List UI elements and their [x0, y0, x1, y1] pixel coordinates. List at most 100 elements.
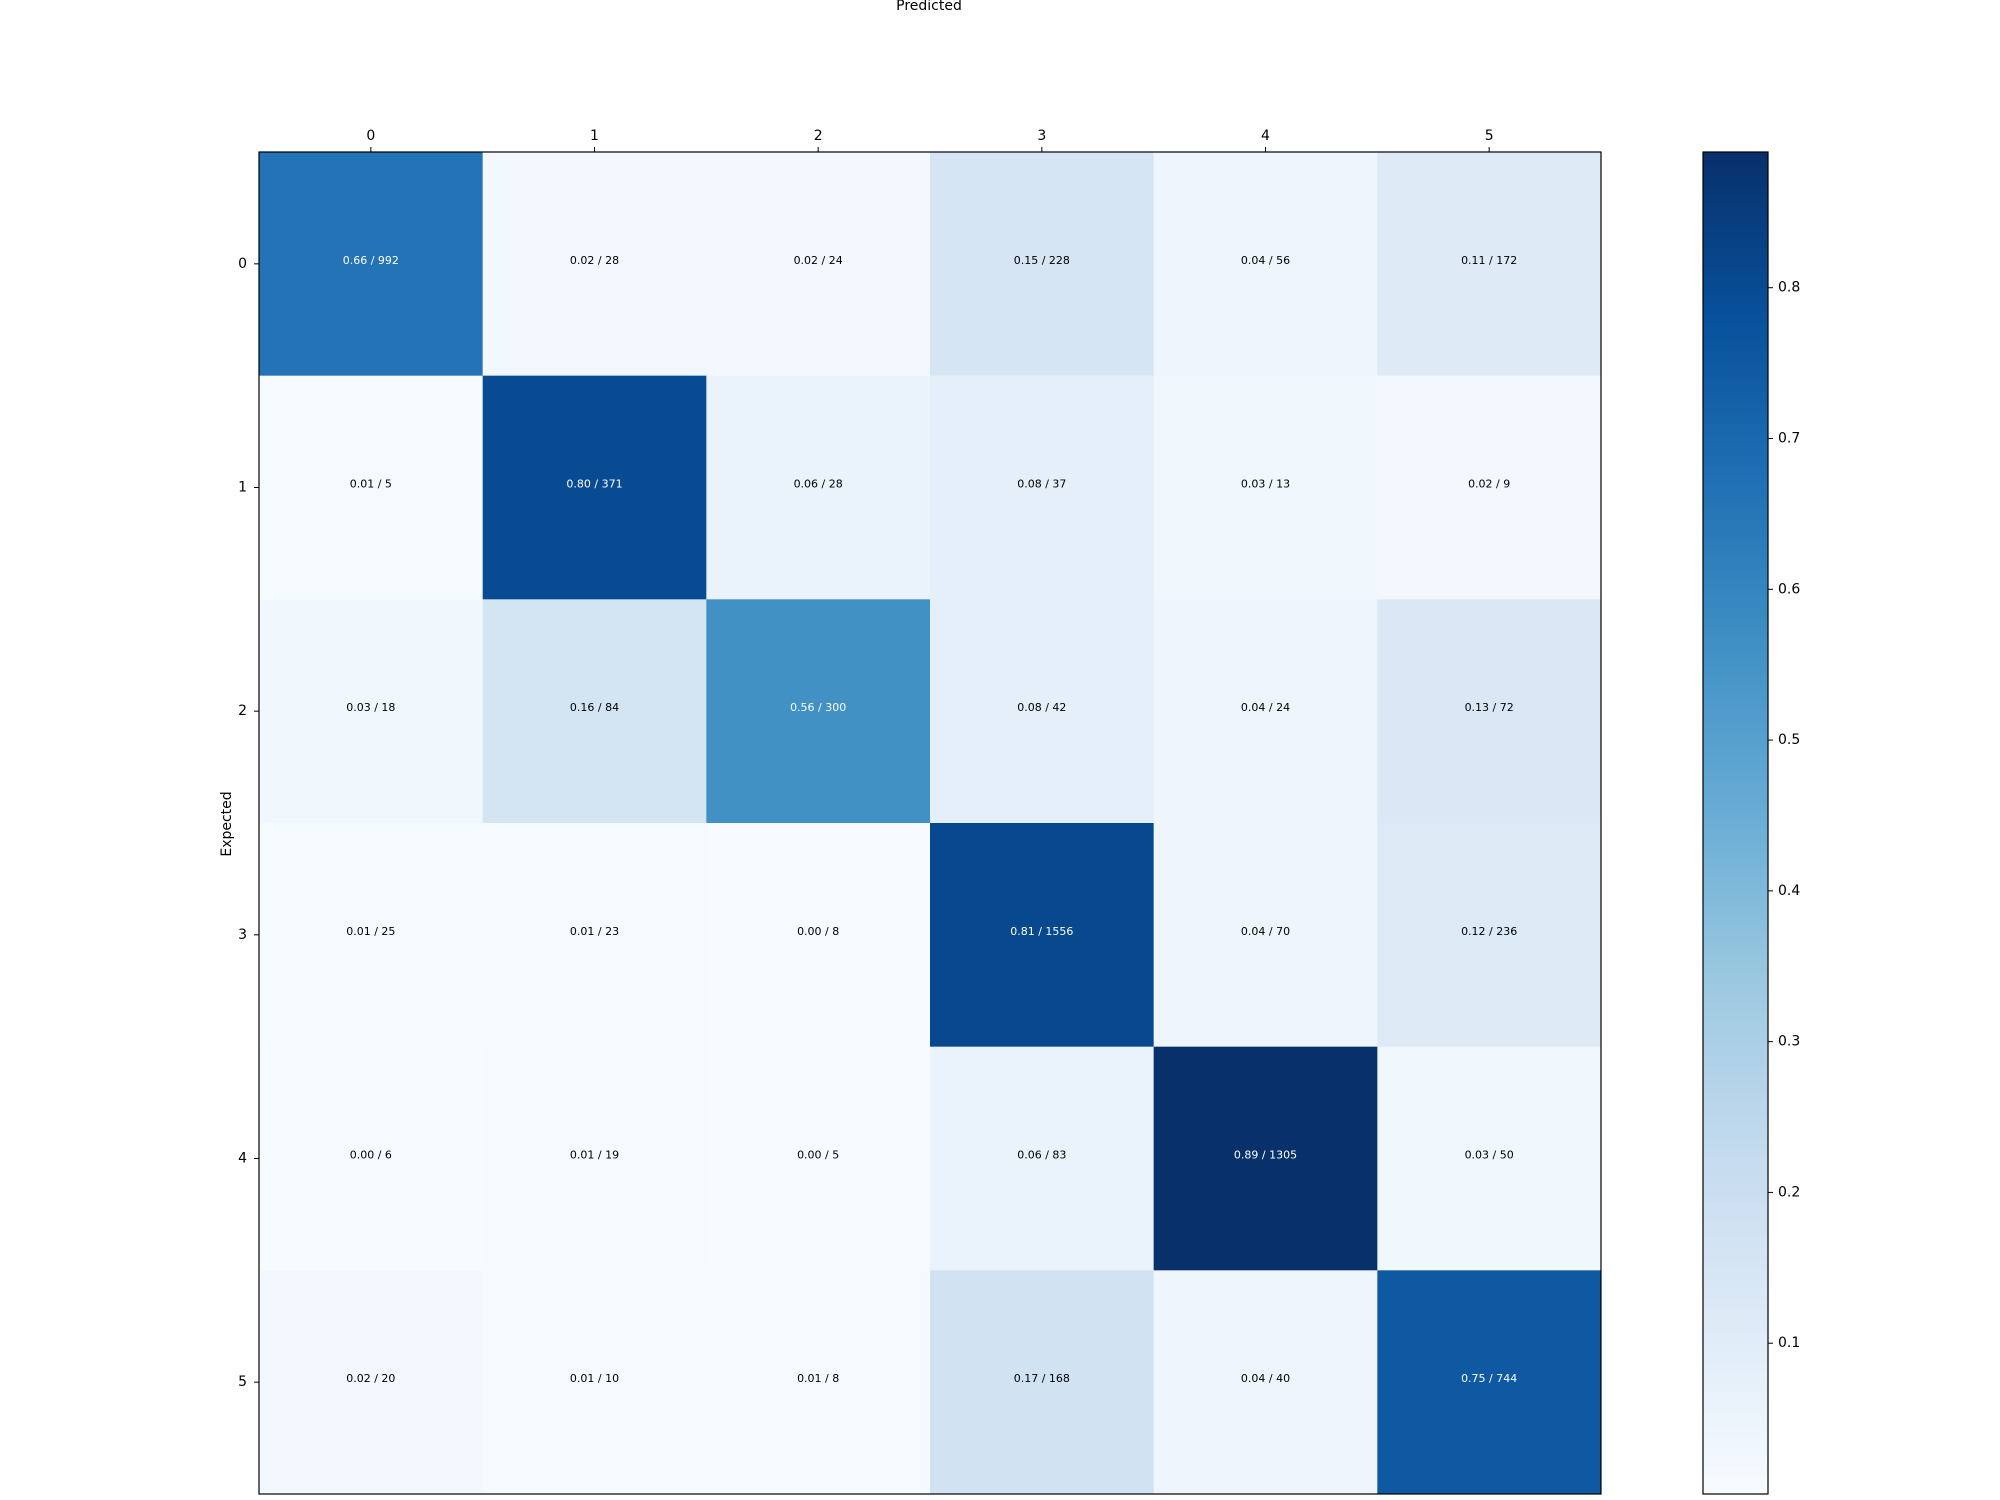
heatmap-cell-label: 0.04 / 24 [1241, 701, 1290, 714]
x-tick-label: 5 [1485, 128, 1494, 144]
heatmap-cell [259, 1270, 484, 1495]
heatmap-cell [930, 1270, 1155, 1495]
heatmap-cell-label: 0.02 / 28 [570, 254, 619, 267]
heatmap-cell [930, 1046, 1155, 1271]
heatmap-cell [482, 599, 707, 824]
heatmap-cell-label: 0.15 / 228 [1014, 254, 1070, 267]
x-axis-title: Predicted [896, 0, 962, 14]
heatmap-cell [1377, 152, 1602, 377]
heatmap-cell [1377, 823, 1602, 1048]
heatmap-cell-label: 0.02 / 9 [1468, 478, 1510, 491]
heatmap-cell-label: 0.89 / 1305 [1234, 1149, 1297, 1162]
x-tick-label: 0 [366, 128, 375, 144]
y-axis-title: Expected [219, 791, 235, 856]
heatmap-cell [1153, 599, 1378, 824]
x-tick-label: 4 [1261, 128, 1270, 144]
heatmap-cell-label: 0.02 / 24 [794, 254, 843, 267]
heatmap-cell-label: 0.04 / 56 [1241, 254, 1290, 267]
heatmap-cell-label: 0.01 / 5 [350, 478, 392, 491]
heatmap-cell-label: 0.08 / 42 [1017, 701, 1066, 714]
heatmap-cell-label: 0.12 / 236 [1461, 925, 1517, 938]
heatmap-cell [1153, 152, 1378, 377]
heatmap-cell-label: 0.03 / 50 [1465, 1149, 1514, 1162]
heatmap-cell [1153, 375, 1378, 600]
y-axis-ticks: 0 1 2 3 4 5 [238, 256, 259, 1390]
heatmap-cell-labels: 0.66 / 992 0.02 / 28 0.02 / 24 0.15 / 228 0.… [343, 254, 1518, 1385]
x-axis-ticks: 0 1 2 3 4 5 [366, 128, 1494, 152]
heatmap-cell [482, 1046, 707, 1271]
x-tick-label: 1 [590, 128, 599, 144]
heatmap-cell [1377, 375, 1602, 600]
heatmap-cell [1377, 1270, 1602, 1495]
heatmap-cell-label: 0.56 / 300 [790, 701, 846, 714]
heatmap-cell [930, 823, 1155, 1048]
heatmap-cell [1153, 1270, 1378, 1495]
heatmap-cell [259, 375, 484, 600]
heatmap-cell-label: 0.03 / 18 [346, 701, 395, 714]
heatmap-cell-label: 0.01 / 10 [570, 1372, 619, 1385]
heatmap-cell-label: 0.02 / 20 [346, 1372, 395, 1385]
heatmap-cell-label: 0.03 / 13 [1241, 478, 1290, 491]
heatmap-cell [706, 1046, 931, 1271]
x-tick-label: 2 [814, 128, 823, 144]
heatmap-cell-label: 0.06 / 83 [1017, 1149, 1066, 1162]
y-tick-label: 3 [238, 927, 247, 943]
heatmap-cell-label: 0.01 / 8 [797, 1372, 839, 1385]
heatmap-cell-label: 0.01 / 25 [346, 925, 395, 938]
heatmap-cell-label: 0.81 / 1556 [1010, 925, 1073, 938]
heatmap-cell-label: 0.01 / 23 [570, 925, 619, 938]
heatmap-cell [1153, 1046, 1378, 1271]
heatmap-cell-label: 0.16 / 84 [570, 701, 619, 714]
colorbar-tick-label: 0.1 [1778, 1335, 1800, 1351]
heatmap-cell [706, 152, 931, 377]
heatmap-cell [259, 599, 484, 824]
y-tick-label: 0 [238, 256, 247, 272]
y-tick-label: 2 [238, 703, 247, 719]
colorbar-tick-label: 0.5 [1778, 732, 1800, 748]
heatmap-cell-label: 0.04 / 40 [1241, 1372, 1290, 1385]
y-tick-label: 4 [238, 1151, 247, 1167]
y-tick-label: 1 [238, 480, 247, 496]
colorbar-tick-label: 0.7 [1778, 430, 1800, 446]
heatmap-cell [930, 599, 1155, 824]
heatmap-cell [482, 823, 707, 1048]
plot-frame [258, 151, 1602, 1495]
heatmap-cell [1153, 823, 1378, 1048]
heatmap-cell-label: 0.00 / 6 [350, 1149, 392, 1162]
heatmap-cell [706, 823, 931, 1048]
heatmap-cell-label: 0.75 / 744 [1461, 1372, 1517, 1385]
heatmap-cell [482, 152, 707, 377]
heatmap-cell-label: 0.17 / 168 [1014, 1372, 1070, 1385]
heatmap-cell-label: 0.01 / 19 [570, 1149, 619, 1162]
heatmap-cell [930, 375, 1155, 600]
colorbar-tick-label: 0.8 [1778, 280, 1800, 296]
heatmap-cell-label: 0.08 / 37 [1017, 478, 1066, 491]
heatmap-cell [706, 375, 931, 600]
colorbar [1702, 151, 1769, 1495]
heatmap-cell-label: 0.66 / 992 [343, 254, 399, 267]
heatmap-cell [930, 152, 1155, 377]
heatmap-cell [482, 375, 707, 600]
heatmap-cells [259, 152, 1602, 1495]
heatmap-cell-label: 0.06 / 28 [794, 478, 843, 491]
colorbar-tick-label: 0.6 [1778, 581, 1800, 597]
heatmap-cell [1377, 1046, 1602, 1271]
colorbar-ticks: 0.1 0.2 0.3 0.4 0.5 0.6 0.7 0.8 [1768, 280, 1800, 1351]
heatmap-cell [259, 823, 484, 1048]
colorbar-tick-label: 0.4 [1778, 883, 1800, 899]
heatmap-cell-label: 0.80 / 371 [566, 478, 622, 491]
y-tick-label: 5 [238, 1374, 247, 1390]
heatmap-cell-label: 0.13 / 72 [1465, 701, 1514, 714]
heatmap-cell-label: 0.04 / 70 [1241, 925, 1290, 938]
colorbar-tick-label: 0.2 [1778, 1184, 1800, 1200]
heatmap-cell-label: 0.11 / 172 [1461, 254, 1517, 267]
x-tick-label: 3 [1037, 128, 1046, 144]
heatmap-cell [482, 1270, 707, 1495]
heatmap-cell [706, 599, 931, 824]
colorbar-tick-label: 0.3 [1778, 1034, 1800, 1050]
heatmap-cell [259, 152, 484, 377]
heatmap-cell [706, 1270, 931, 1495]
heatmap-cell [259, 1046, 484, 1271]
heatmap-cell [1377, 599, 1602, 824]
